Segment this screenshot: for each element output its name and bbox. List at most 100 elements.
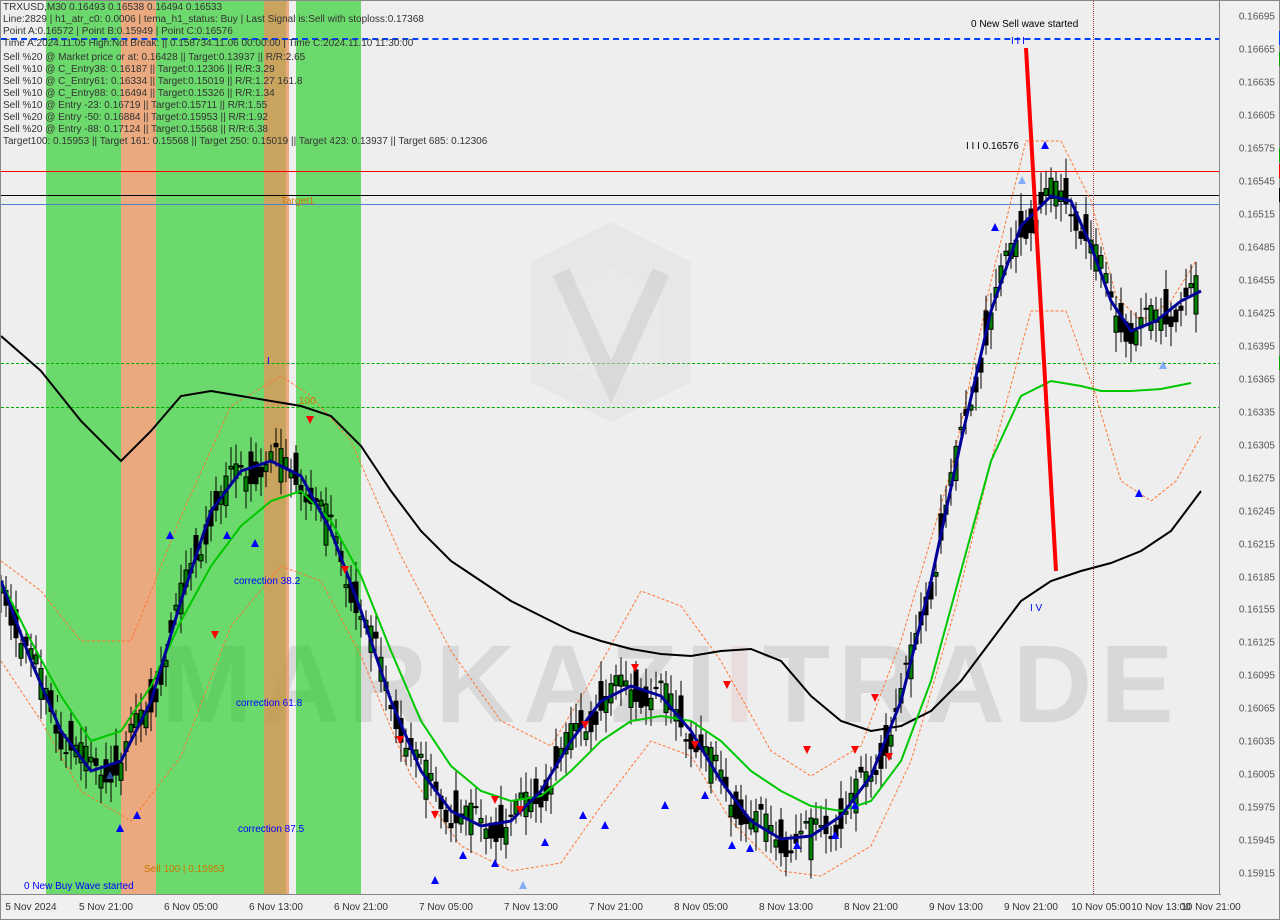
info-line-9: Sell %10 @ Entry -23: 0.16719 || Target:…	[3, 100, 267, 111]
y-tick-label: 0.16215	[1239, 539, 1275, 550]
annotation-label: correction 87.5	[238, 824, 304, 835]
signal-arrow	[885, 753, 893, 761]
signal-arrow	[793, 841, 801, 849]
hline	[1, 363, 1221, 364]
signal-arrow	[431, 811, 439, 819]
signal-arrow	[341, 566, 349, 574]
y-tick-label: 0.16035	[1239, 737, 1275, 748]
x-tick-label: 8 Nov 21:00	[844, 902, 898, 913]
signal-arrow	[803, 746, 811, 754]
info-line-10: Sell %20 @ Entry -50: 0.16884 || Target:…	[3, 112, 268, 123]
signal-arrow	[541, 838, 549, 846]
info-line-12: Target100: 0.15953 || Target 161: 0.1556…	[3, 136, 487, 147]
signal-arrow	[871, 694, 879, 702]
signal-arrow	[661, 801, 669, 809]
annotation-label: 0 New Sell wave started	[971, 19, 1078, 30]
y-tick-label: 0.15975	[1239, 803, 1275, 814]
annotation-label: 0 New Buy Wave started	[24, 881, 134, 892]
y-tick-label: 0.16605	[1239, 111, 1275, 122]
signal-arrow	[581, 721, 589, 729]
y-tick-label: 0.16395	[1239, 341, 1275, 352]
x-tick-label: 5 Nov 21:00	[79, 902, 133, 913]
chart-plot-area[interactable]: MARKAZIITRADE 0 New Sell wave startedI I…	[1, 1, 1221, 896]
info-line-5: Sell %20 @ Market price or at: 0.16428 |…	[3, 52, 305, 63]
x-tick-label: 5 Nov 2024	[5, 902, 56, 913]
x-tick-label: 6 Nov 13:00	[249, 902, 303, 913]
x-tick-label: 9 Nov 13:00	[929, 902, 983, 913]
signal-arrow	[1041, 141, 1049, 149]
signal-arrow	[133, 811, 141, 819]
y-tick-label: 0.16575	[1239, 144, 1275, 155]
y-axis: 0.166950.166650.166350.166050.165750.165…	[1219, 1, 1279, 896]
y-tick-label: 0.16455	[1239, 276, 1275, 287]
signal-arrow	[306, 416, 314, 424]
signal-arrow	[459, 851, 467, 859]
x-tick-label: 10 Nov 21:00	[1181, 902, 1241, 913]
signal-arrow	[851, 746, 859, 754]
signal-arrow	[746, 844, 754, 852]
signal-arrow	[1135, 489, 1143, 497]
signal-arrow	[851, 801, 859, 809]
annotation-label: correction 38.2	[234, 576, 300, 587]
signal-arrow	[1018, 176, 1026, 184]
y-tick-label: 0.16485	[1239, 243, 1275, 254]
vline	[1093, 1, 1094, 896]
signal-arrow	[223, 531, 231, 539]
signal-arrow	[516, 806, 524, 814]
info-line-3: Point A:0.16572 | Point B:0.15949 | Poin…	[3, 26, 233, 37]
y-tick-label: 0.16095	[1239, 671, 1275, 682]
y-tick-label: 0.16245	[1239, 506, 1275, 517]
y-tick-label: 0.16125	[1239, 638, 1275, 649]
x-tick-label: 7 Nov 13:00	[504, 902, 558, 913]
y-tick-label: 0.16635	[1239, 78, 1275, 89]
hline	[1, 195, 1221, 196]
info-line-2: Line:2829 | h1_atr_c0: 0.0006 | tema_h1_…	[3, 14, 424, 25]
x-tick-label: 6 Nov 05:00	[164, 902, 218, 913]
signal-arrow	[728, 841, 736, 849]
annotation-label: Sell 100 | 0.15953	[144, 864, 224, 875]
x-tick-label: 7 Nov 21:00	[589, 902, 643, 913]
chart-container: MARKAZIITRADE 0 New Sell wave startedI I…	[0, 0, 1280, 920]
signal-arrow	[631, 664, 639, 672]
y-tick-label: 0.16155	[1239, 605, 1275, 616]
info-line-8: Sell %10 @ C_Entry88: 0.16494 || Target:…	[3, 88, 275, 99]
signal-arrow	[519, 881, 527, 889]
x-tick-label: 9 Nov 21:00	[1004, 902, 1058, 913]
annotation-label: I I I	[1011, 36, 1025, 47]
signal-arrow	[491, 796, 499, 804]
signal-arrow	[991, 223, 999, 231]
y-tick-label: 0.16005	[1239, 770, 1275, 781]
signal-arrow	[106, 771, 114, 779]
y-tick-label: 0.16425	[1239, 308, 1275, 319]
signal-arrow	[396, 736, 404, 744]
y-tick-label: 0.15945	[1239, 836, 1275, 847]
chart-title: TRXUSD,M30 0.16493 0.16538 0.16494 0.165…	[3, 2, 222, 13]
signal-arrow	[251, 539, 259, 547]
signal-arrow	[831, 831, 839, 839]
y-tick-label: 0.16545	[1239, 177, 1275, 188]
annotation-label: I I I 0.16576	[966, 141, 1019, 152]
signal-arrow	[166, 531, 174, 539]
signal-arrow	[491, 859, 499, 867]
y-tick-label: 0.16305	[1239, 440, 1275, 451]
signal-arrow	[579, 811, 587, 819]
y-tick-label: 0.16275	[1239, 473, 1275, 484]
y-tick-label: 0.16365	[1239, 374, 1275, 385]
annotation-label: I V	[1030, 603, 1042, 614]
annotation-label: I	[267, 356, 270, 367]
hline	[1, 204, 1221, 205]
signal-arrow	[431, 876, 439, 884]
hline	[1, 171, 1221, 172]
x-tick-label: 8 Nov 05:00	[674, 902, 728, 913]
x-tick-label: 8 Nov 13:00	[759, 902, 813, 913]
signal-arrow	[691, 741, 699, 749]
y-tick-label: 0.16185	[1239, 572, 1275, 583]
signal-arrow	[1159, 361, 1167, 369]
y-tick-label: 0.16695	[1239, 12, 1275, 23]
signal-arrow	[723, 681, 731, 689]
y-tick-label: 0.16335	[1239, 407, 1275, 418]
info-line-11: Sell %20 @ Entry -88: 0.17124 || Target:…	[3, 124, 268, 135]
y-tick-label: 0.16515	[1239, 210, 1275, 221]
y-tick-label: 0.16065	[1239, 704, 1275, 715]
annotation-label: correction 61.8	[236, 698, 302, 709]
